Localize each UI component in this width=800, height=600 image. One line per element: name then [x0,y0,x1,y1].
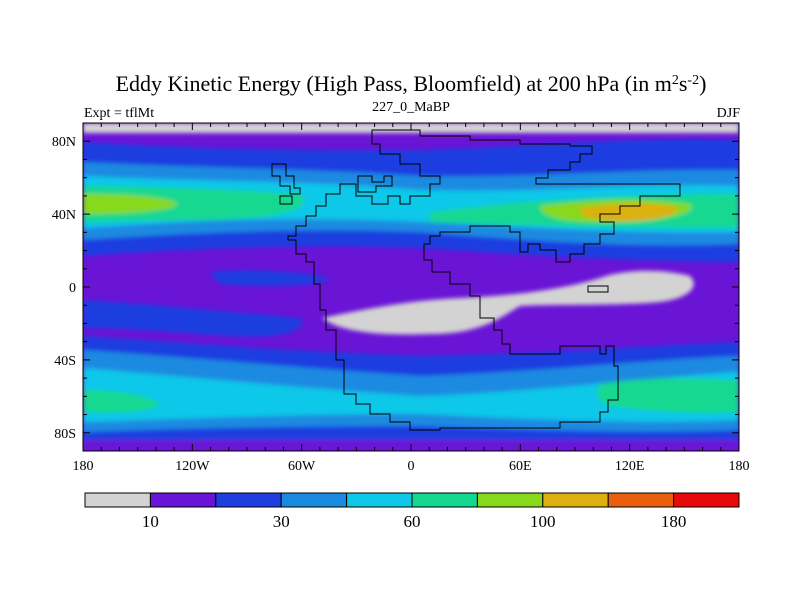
continent-island-2 [357,175,393,193]
subtitle-center: 227_0_MaBP [372,100,450,115]
contour-sh-60 [83,368,739,422]
plot-area [83,123,739,451]
colorbar-swatch [411,492,478,508]
contour-sh-80a [83,390,160,413]
colorbar-label: 30 [273,512,290,531]
subtitle-right: DJF [717,106,741,121]
x-tick-label: 180 [73,459,94,474]
chart-title: Eddy Kinetic Energy (High Pass, Bloomfie… [116,71,707,96]
contour-nh-140 [579,203,678,222]
contour-trop-nw [210,270,330,286]
colorbar-swatch [476,492,544,508]
colorbar-label: 100 [530,512,556,531]
y-tick-label: 80S [54,427,76,442]
y-tick-label: 40N [52,208,76,223]
x-tick-label: 0 [408,459,415,474]
contour-nh-80a [83,186,304,222]
contour-sh-80b [596,378,739,413]
contour-trop-w [83,300,302,337]
y-tick-label: 0 [69,281,76,296]
x-tick-label: 120E [615,459,645,474]
x-tick-label: 180 [729,459,750,474]
colorbar-swatch [542,492,609,508]
x-axis: 180 120W 60W 0 60E 120E 180 [73,123,750,474]
colorbar-label: 10 [142,512,159,531]
colorbar-swatch [673,492,740,508]
subtitle-left: Expt = tflMt [84,106,154,121]
colorbar-swatch [607,492,675,508]
x-tick-label: 60E [509,459,532,474]
y-axis: 80N 40N 0 40S 80S [52,135,739,442]
continent-outline [287,129,681,431]
y-tick-label: 40S [54,354,76,369]
x-tick-label: 60W [288,459,316,474]
continent-island-1 [271,163,301,195]
continent-island-4 [587,285,609,293]
contour-nh-100a [83,194,178,214]
contour-tropical-low [322,270,694,335]
continent-island-3 [279,195,293,205]
colorbar-swatch [346,492,413,508]
colorbar-swatch [280,492,348,508]
colorbar-swatch [215,492,282,508]
colorbar-label: 180 [661,512,687,531]
colorbar-swatch [84,492,151,508]
colorbar-label: 60 [404,512,421,531]
y-tick-label: 80N [52,135,76,150]
colorbar: 10 30 60 100 180 [84,492,740,531]
colorbar-swatch [149,492,217,508]
x-tick-label: 120W [175,459,210,474]
contour-field [83,123,739,451]
